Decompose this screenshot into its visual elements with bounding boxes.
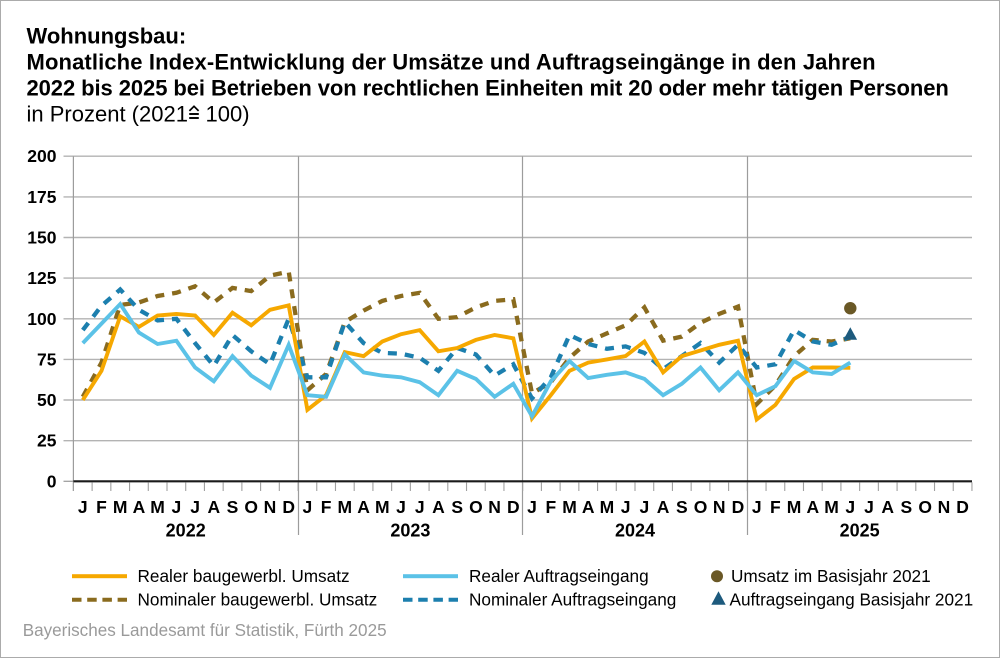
svg-text:M: M: [600, 497, 615, 517]
svg-text:D: D: [732, 497, 745, 517]
svg-text:J: J: [752, 497, 762, 517]
svg-text:M: M: [150, 497, 165, 517]
svg-text:M: M: [375, 497, 390, 517]
svg-text:J: J: [78, 497, 88, 517]
svg-text:2025: 2025: [840, 521, 880, 541]
svg-text:S: S: [451, 497, 463, 517]
svg-text:150: 150: [27, 228, 56, 248]
svg-text:100): 100): [206, 101, 250, 126]
svg-text:A: A: [881, 497, 894, 517]
svg-text:J: J: [640, 497, 650, 517]
svg-text:A: A: [806, 497, 819, 517]
svg-text:Realer Auftragseingang: Realer Auftragseingang: [469, 566, 649, 586]
svg-text:M: M: [113, 497, 128, 517]
svg-text:D: D: [507, 497, 520, 517]
svg-text:100: 100: [27, 309, 56, 329]
svg-text:F: F: [96, 497, 107, 517]
svg-text:Bayerisches Landesamt für Stat: Bayerisches Landesamt für Statistik, Für…: [23, 621, 387, 640]
svg-text:Nominaler baugewerbl. Umsatz: Nominaler baugewerbl. Umsatz: [138, 589, 378, 609]
svg-text:S: S: [901, 497, 913, 517]
svg-text:F: F: [770, 497, 781, 517]
svg-text:J: J: [190, 497, 200, 517]
svg-text:Wohnungsbau:: Wohnungsbau:: [27, 23, 187, 48]
svg-text:M: M: [824, 497, 839, 517]
svg-text:A: A: [657, 497, 670, 517]
svg-text:J: J: [845, 497, 855, 517]
svg-text:Monatliche Index-Entwicklung d: Monatliche Index-Entwicklung der Umsätze…: [27, 49, 876, 74]
svg-text:F: F: [321, 497, 332, 517]
svg-text:J: J: [621, 497, 631, 517]
svg-text:Umsatz im Basisjahr 2021: Umsatz im Basisjahr 2021: [731, 566, 931, 586]
svg-text:50: 50: [37, 390, 57, 410]
svg-text:J: J: [396, 497, 406, 517]
svg-text:Auftragseingang Basisjahr 2021: Auftragseingang Basisjahr 2021: [730, 589, 974, 609]
svg-text:A: A: [582, 497, 595, 517]
svg-text:N: N: [488, 497, 501, 517]
svg-text:J: J: [864, 497, 874, 517]
svg-text:175: 175: [27, 187, 56, 207]
svg-text:Realer baugewerbl. Umsatz: Realer baugewerbl. Umsatz: [138, 566, 350, 586]
svg-text:2022 bis 2025 bei Betrieben vo: 2022 bis 2025 bei Betrieben von rechtlic…: [27, 75, 949, 100]
svg-text:S: S: [676, 497, 688, 517]
svg-text:O: O: [469, 497, 483, 517]
svg-text:2023: 2023: [390, 521, 430, 541]
svg-text:125: 125: [27, 268, 56, 288]
svg-text:J: J: [303, 497, 313, 517]
svg-text:A: A: [207, 497, 220, 517]
svg-text:S: S: [227, 497, 239, 517]
svg-text:0: 0: [47, 471, 57, 491]
svg-text:D: D: [282, 497, 295, 517]
svg-text:25: 25: [37, 431, 57, 451]
svg-text:O: O: [918, 497, 932, 517]
svg-text:M: M: [338, 497, 353, 517]
svg-text:M: M: [787, 497, 802, 517]
svg-text:A: A: [357, 497, 370, 517]
svg-text:A: A: [432, 497, 445, 517]
svg-text:A: A: [133, 497, 146, 517]
svg-text:J: J: [172, 497, 182, 517]
svg-text:J: J: [415, 497, 425, 517]
svg-text:N: N: [938, 497, 951, 517]
svg-text:O: O: [694, 497, 708, 517]
svg-text:N: N: [264, 497, 277, 517]
svg-text:O: O: [244, 497, 258, 517]
svg-text:2022: 2022: [166, 521, 206, 541]
svg-text:J: J: [527, 497, 537, 517]
svg-text:M: M: [562, 497, 577, 517]
svg-text:75: 75: [37, 349, 57, 369]
svg-text:F: F: [545, 497, 556, 517]
svg-text:Nominaler Auftragseingang: Nominaler Auftragseingang: [469, 589, 676, 609]
svg-text:N: N: [713, 497, 726, 517]
svg-text:200: 200: [27, 146, 56, 166]
svg-text:D: D: [956, 497, 969, 517]
svg-text:in Prozent (2021: in Prozent (2021: [27, 101, 188, 126]
svg-text:2024: 2024: [615, 521, 655, 541]
